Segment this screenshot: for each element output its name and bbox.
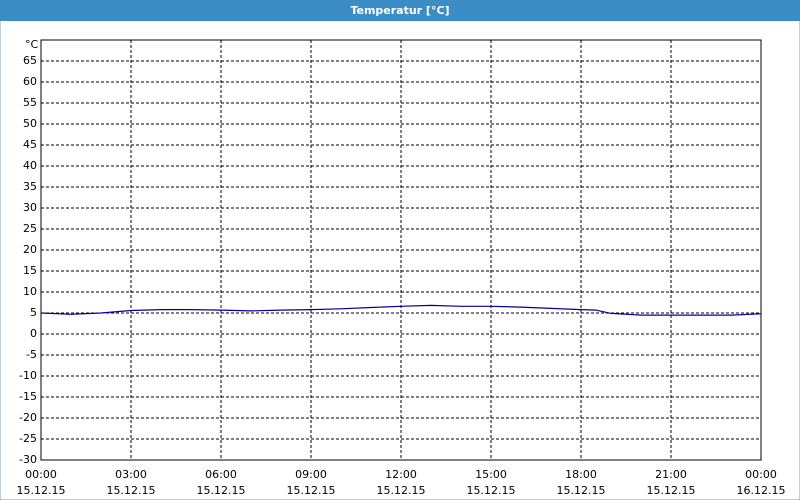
x-tick-date: 15.12.15 [107,484,156,497]
x-tick-date: 15.12.15 [287,484,336,497]
y-tick-label: 25 [23,222,37,235]
y-tick-label: -30 [19,453,37,466]
y-tick-label: 45 [23,138,37,151]
title-bar [0,0,800,21]
x-tick-date: 15.12.15 [17,484,66,497]
y-tick-label: -10 [19,369,37,382]
y-tick-label: 60 [23,75,37,88]
y-tick-label: 55 [23,96,37,109]
x-tick-date: 15.12.15 [647,484,696,497]
x-tick-date: 15.12.15 [467,484,516,497]
y-tick-label: -20 [19,411,37,424]
chart-title: Temperatur [°C] [350,4,449,17]
x-tick-time: 21:00 [655,468,687,481]
y-tick-label: 50 [23,117,37,130]
y-tick-label: 0 [30,327,37,340]
y-tick-label: 20 [23,243,37,256]
y-tick-label: 15 [23,264,37,277]
y-tick-label: 40 [23,159,37,172]
x-tick-time: 06:00 [205,468,237,481]
x-tick-time: 09:00 [295,468,327,481]
data-line [40,304,762,316]
x-tick-time: 03:00 [115,468,147,481]
x-tick-date: 15.12.15 [197,484,246,497]
y-tick-label: 10 [23,285,37,298]
y-axis-label: °C [25,38,39,51]
x-tick-date: 16.12.15 [737,484,786,497]
x-tick-time: 18:00 [565,468,597,481]
y-tick-label: -5 [26,348,37,361]
y-tick-label: -15 [19,390,37,403]
y-tick-label: 30 [23,201,37,214]
x-tick-date: 15.12.15 [377,484,426,497]
x-tick-time: 12:00 [385,468,417,481]
y-tick-label: -25 [19,432,37,445]
x-tick-date: 15.12.15 [557,484,606,497]
y-tick-label: 35 [23,180,37,193]
x-tick-time: 00:00 [745,468,777,481]
y-tick-label: 65 [23,54,37,67]
x-tick-time: 15:00 [475,468,507,481]
y-tick-label: 5 [30,306,37,319]
x-tick-time: 00:00 [25,468,57,481]
